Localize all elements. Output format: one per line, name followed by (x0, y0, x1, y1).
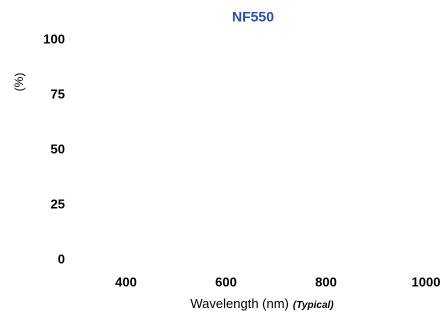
x-axis-label: Wavelength (nm) (Typical) (190, 296, 334, 311)
y-tick-label: 50 (51, 141, 65, 156)
y-tick-label: 100 (43, 31, 65, 46)
y-tick-label: 0 (58, 251, 65, 266)
x-tick-label: 600 (215, 274, 237, 289)
x-tick-label: 1000 (412, 274, 441, 289)
chart-title: NF550 (232, 9, 274, 25)
y-axis-label: (%) (12, 73, 26, 92)
x-tick-label: 800 (315, 274, 337, 289)
x-axis-label-main: Wavelength (nm) (190, 296, 289, 311)
y-tick-label: 25 (51, 196, 65, 211)
x-tick-label: 400 (115, 274, 137, 289)
x-axis-label-note: (Typical) (293, 300, 334, 311)
y-tick-label: 75 (51, 86, 65, 101)
